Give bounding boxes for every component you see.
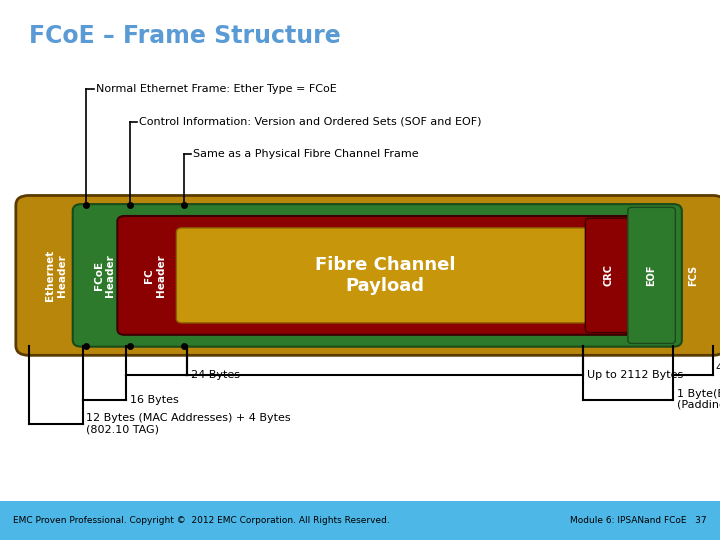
Text: Up to 2112 Bytes: Up to 2112 Bytes [587, 370, 683, 380]
FancyBboxPatch shape [628, 207, 675, 343]
Text: Normal Ethernet Frame: Ether Type = FCoE: Normal Ethernet Frame: Ether Type = FCoE [96, 84, 336, 94]
Text: FC
Header: FC Header [144, 254, 166, 297]
Text: CRC: CRC [603, 265, 613, 286]
Bar [0, 501, 720, 540]
Text: 1 Byte(EOF) + 3 Bytes
(Padding): 1 Byte(EOF) + 3 Bytes (Padding) [677, 389, 720, 410]
Text: Same as a Physical Fibre Channel Frame: Same as a Physical Fibre Channel Frame [193, 149, 418, 159]
Text: FCoE – Frame Structure: FCoE – Frame Structure [29, 24, 341, 48]
Text: FCS: FCS [688, 265, 698, 286]
Text: FCoE
Header: FCoE Header [94, 254, 115, 297]
FancyBboxPatch shape [73, 204, 682, 347]
Text: Ethernet
Header: Ethernet Header [45, 250, 66, 301]
Text: 16 Bytes: 16 Bytes [130, 395, 179, 404]
Text: 4 Bytes: 4 Bytes [716, 362, 720, 373]
Text: EOF: EOF [647, 265, 657, 286]
Text: Control Information: Version and Ordered Sets (SOF and EOF): Control Information: Version and Ordered… [139, 117, 482, 126]
FancyBboxPatch shape [16, 195, 720, 355]
FancyBboxPatch shape [176, 228, 593, 323]
Text: Fibre Channel
Payload: Fibre Channel Payload [315, 256, 456, 295]
FancyBboxPatch shape [117, 216, 637, 335]
Text: EMC Proven Professional. Copyright ©  2012 EMC Corporation. All Rights Reserved.: EMC Proven Professional. Copyright © 201… [13, 516, 390, 525]
FancyBboxPatch shape [585, 218, 631, 333]
Text: 24 Bytes: 24 Bytes [191, 370, 240, 380]
Text: Module 6: IPSANand FCoE   37: Module 6: IPSANand FCoE 37 [570, 516, 707, 525]
Text: 12 Bytes (MAC Addresses) + 4 Bytes
(802.10 TAG): 12 Bytes (MAC Addresses) + 4 Bytes (802.… [86, 413, 291, 435]
